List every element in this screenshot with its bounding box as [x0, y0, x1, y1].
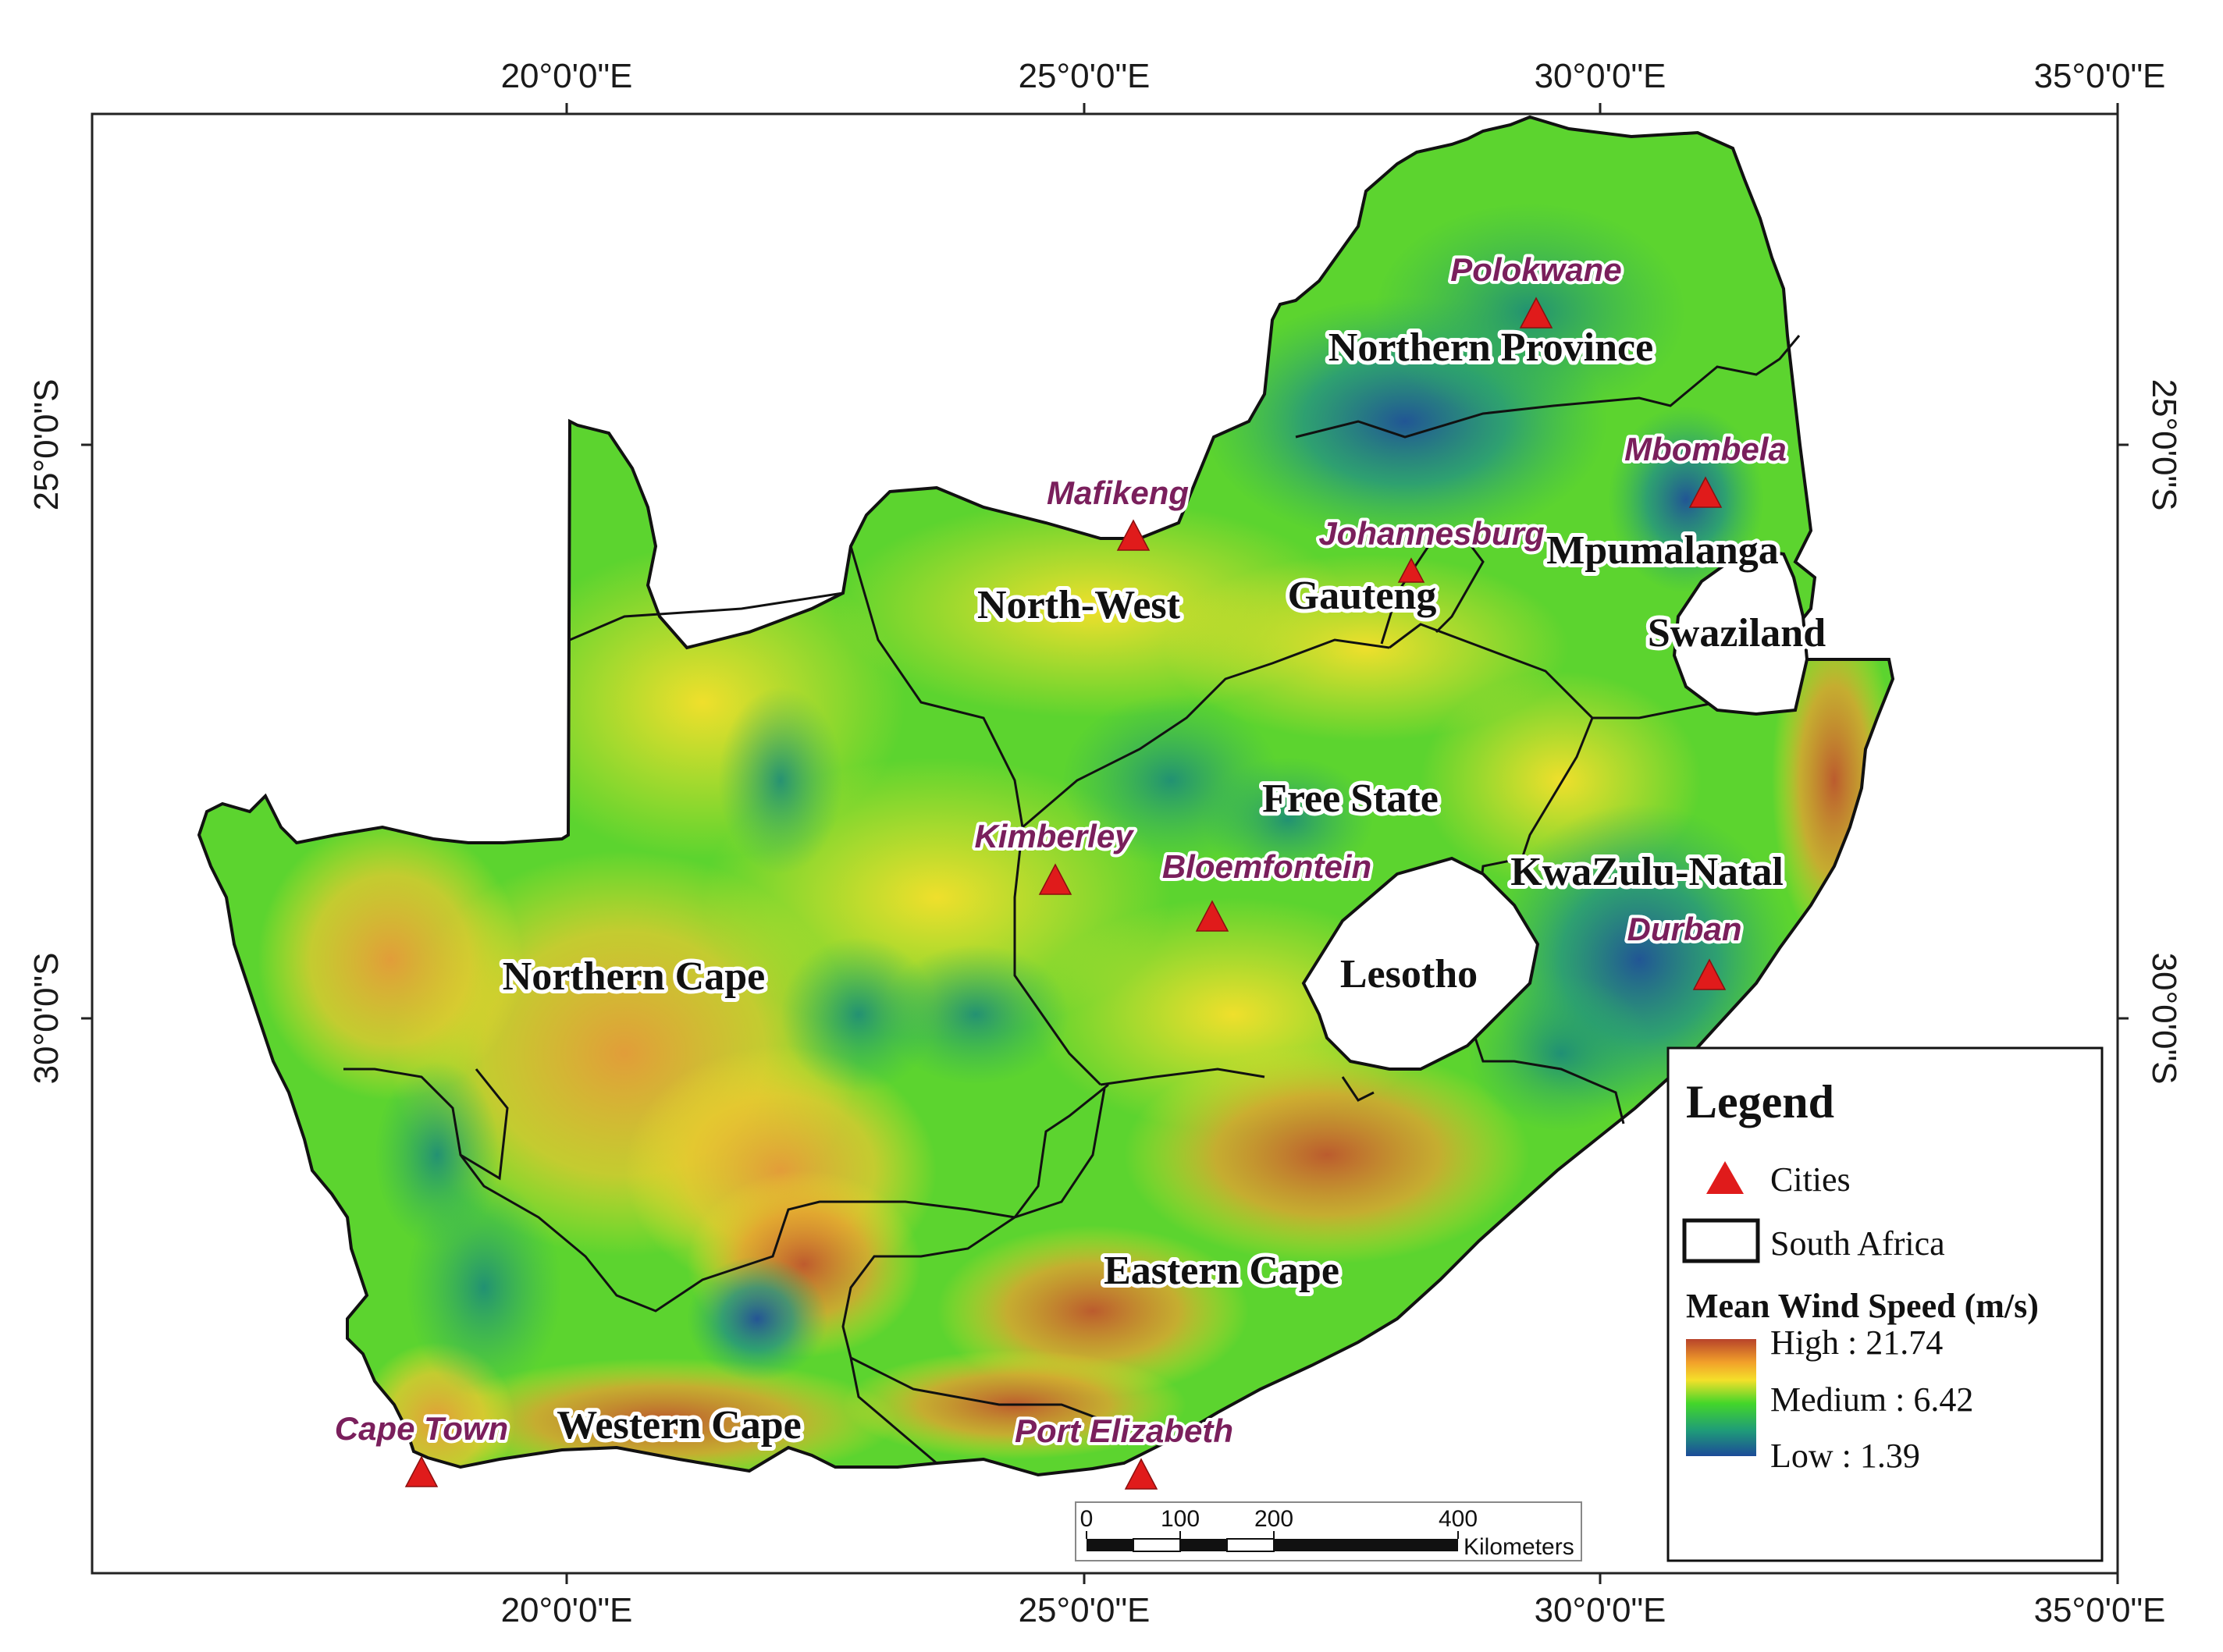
city-marker-johannesburg [1397, 557, 1425, 583]
city-marker-polokwane [1519, 297, 1553, 329]
city-marker-port-elizabeth [1124, 1458, 1158, 1490]
scale-tick-100: 100 [1161, 1506, 1200, 1532]
legend-city-icon [1706, 1161, 1744, 1194]
grat-bottom-35e: 35°0'0"E [2034, 1591, 2166, 1629]
scale-tick-200: 200 [1254, 1506, 1293, 1532]
country-labels: Swaziland Lesotho [1336, 607, 1830, 1000]
city-marker-kimberley [1038, 863, 1072, 895]
city-marker-bloemfontein [1195, 900, 1229, 932]
grat-top-35e: 35°0'0"E [2034, 57, 2166, 95]
label-northern-province: Northern Province [1328, 325, 1653, 370]
grat-left-25s: 25°0'0"S [27, 379, 66, 511]
scale-tick-400: 400 [1439, 1506, 1478, 1532]
legend-ramp-title: Mean Wind Speed (m/s) [1686, 1287, 2039, 1325]
grat-top-20e: 20°0'0"E [501, 57, 633, 95]
label-mpumalanga: Mpumalanga [1546, 528, 1779, 573]
legend-boundary-icon [1682, 1218, 1760, 1263]
scale-unit: Kilometers [1464, 1534, 1574, 1560]
label-johannesburg: Johannesburg [1318, 515, 1544, 552]
city-markers [404, 297, 1727, 1490]
city-marker-cape-town [404, 1455, 439, 1487]
city-marker-mbombela [1688, 476, 1723, 508]
label-north-west: North-West [977, 583, 1181, 627]
label-eastern-cape: Eastern Cape [1104, 1249, 1339, 1293]
label-kwazulu-natal: KwaZulu-Natal [1510, 850, 1784, 894]
label-mbombela: Mbombela [1624, 431, 1787, 467]
grat-top-30e: 30°0'0"E [1535, 57, 1666, 95]
legend-low-label: Low : 1.39 [1770, 1437, 1920, 1475]
legend-boundary-label: South Africa [1770, 1224, 1945, 1263]
label-free-state: Free State [1262, 776, 1439, 821]
label-swaziland: Swaziland [1648, 611, 1826, 655]
legend: Legend Cities South Africa Mean Wind Spe… [1666, 1046, 2104, 1562]
city-marker-durban [1692, 958, 1727, 990]
label-mafikeng: Mafikeng [1047, 474, 1189, 511]
legend-medium-label: Medium : 6.42 [1770, 1380, 1973, 1419]
label-durban: Durban [1627, 911, 1742, 947]
legend-box [1666, 1046, 2104, 1562]
grat-bottom-20e: 20°0'0"E [501, 1591, 633, 1629]
legend-cities-label: Cities [1770, 1160, 1851, 1199]
lesotho-polygon [1301, 856, 1540, 1071]
legend-ramp [1686, 1339, 1756, 1456]
graticule-ticks [81, 103, 2129, 1584]
label-bloemfontein: Bloemfontein [1162, 848, 1371, 885]
city-marker-mafikeng [1116, 519, 1151, 551]
label-northern-cape: Northern Cape [503, 954, 766, 999]
swaziland-polygon [1672, 548, 1809, 716]
legend-high-label: High : 21.74 [1770, 1323, 1943, 1362]
grat-right-25s: 25°0'0"S [2145, 379, 2183, 511]
city-labels: Polokwane Mbombela Mafikeng Johannesburg… [332, 248, 1790, 1452]
grat-bottom-30e: 30°0'0"E [1535, 1591, 1666, 1629]
province-labels: Northern Province North-West Gauteng Mpu… [499, 322, 1787, 1451]
scale-bar: 0 100 200 400 Kilometers [1075, 1501, 1582, 1561]
label-port-elizabeth: Port Elizabeth [1015, 1412, 1233, 1449]
grat-top-25e: 25°0'0"E [1019, 57, 1151, 95]
label-polokwane: Polokwane [1450, 251, 1621, 288]
label-western-cape: Western Cape [557, 1403, 801, 1448]
grat-bottom-25e: 25°0'0"E [1019, 1591, 1151, 1629]
scale-tick-0: 0 [1080, 1506, 1094, 1532]
legend-title: Legend [1686, 1076, 1834, 1128]
graticule-labels: 20°0'0"E 25°0'0"E 30°0'0"E 35°0'0"E 20°0… [27, 57, 2183, 1629]
grat-right-30s: 30°0'0"S [2145, 953, 2183, 1085]
label-cape-town: Cape Town [335, 1410, 508, 1447]
label-lesotho: Lesotho [1340, 952, 1478, 997]
grat-left-30s: 30°0'0"S [27, 953, 66, 1085]
label-kimberley: Kimberley [974, 818, 1135, 854]
